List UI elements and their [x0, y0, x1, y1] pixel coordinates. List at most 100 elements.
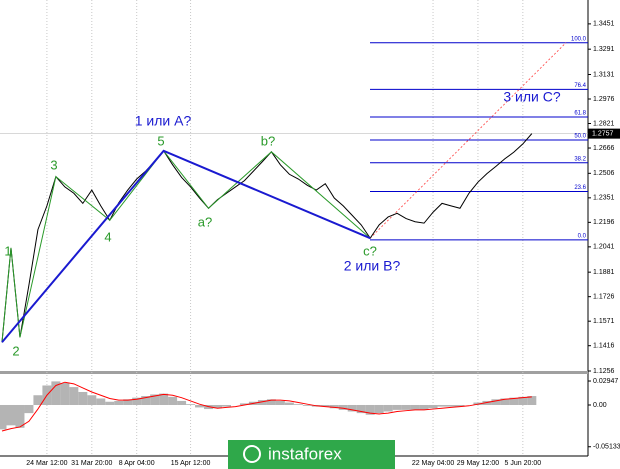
x-tick-label: 8 Apr 04:00 [119, 460, 155, 467]
histogram-bar [410, 404, 420, 410]
y-tick-label: 1.2351 [593, 195, 615, 202]
y-tick-label: 1.3131 [593, 71, 615, 78]
fib-label: 50.0 [574, 134, 586, 140]
histogram-bar [293, 404, 303, 405]
histogram-bar [401, 404, 411, 410]
y-tick-label: 1.3451 [593, 21, 615, 28]
histogram-bar [114, 400, 124, 405]
osc-tick-label: 0.00 [593, 402, 607, 409]
histogram-bar [347, 404, 357, 412]
fib-label: 76.4 [574, 83, 586, 89]
histogram-bar [527, 396, 537, 405]
histogram-bar [329, 404, 339, 409]
histogram-bar [428, 404, 438, 409]
x-tick-label: 24 Mar 12:00 [26, 460, 67, 467]
wave-label: 2 [12, 343, 19, 358]
histogram-bar [392, 404, 402, 410]
signal-line [1, 381, 532, 432]
histogram-bar [446, 404, 456, 407]
histogram-bar [213, 404, 223, 409]
histogram-bar [320, 404, 330, 407]
wave-label: 3 [50, 157, 57, 172]
watermark-bg [228, 440, 395, 469]
histogram-bar [365, 404, 375, 415]
histogram-bar [15, 404, 25, 428]
histogram-bar [177, 400, 187, 405]
fib-label: 0.0 [578, 233, 587, 239]
y-tick-label: 1.1571 [593, 318, 615, 325]
histogram-bar [96, 398, 106, 405]
y-tick-label: 1.3291 [593, 46, 615, 53]
histogram-bar [6, 404, 16, 426]
major-waves [1, 149, 371, 343]
histogram-bar [275, 400, 285, 405]
histogram-bar [356, 404, 366, 414]
wave-label: 1 [4, 243, 11, 258]
histogram-bar [437, 404, 447, 407]
x-tick-label: 29 May 12:00 [457, 460, 500, 467]
histogram-bar [33, 395, 43, 405]
wave-label: 3 или C? [503, 89, 560, 105]
histogram-bar [123, 399, 133, 405]
histogram-bar [105, 401, 115, 405]
y-tick-label: 1.1256 [593, 368, 615, 375]
x-tick-label: 5 Jun 20:00 [505, 460, 542, 467]
x-tick-label: 31 Mar 20:00 [71, 460, 112, 467]
fib-label: 61.8 [574, 111, 586, 117]
histogram-bar [51, 381, 61, 405]
histogram-bar [150, 394, 160, 405]
watermark: instaforex [268, 444, 342, 463]
current-price-box [588, 128, 620, 139]
histogram-bar [338, 404, 348, 410]
wave-label: a? [198, 214, 212, 229]
wave-label: b? [261, 133, 275, 148]
x-tick-label: 22 May 04:00 [412, 460, 455, 467]
pane-separator [0, 371, 588, 374]
histogram-bar [518, 396, 528, 405]
y-tick-label: 1.1881 [593, 269, 615, 276]
histogram-bar [168, 396, 178, 405]
histogram-bar [509, 397, 519, 405]
histogram-bar [24, 404, 34, 414]
histogram-bar [141, 396, 151, 405]
fib-label: 100.0 [571, 36, 587, 42]
histogram-bar [78, 391, 88, 405]
histogram-bar [266, 399, 276, 405]
histogram-bar [419, 404, 429, 410]
y-tick-label: 1.2976 [593, 96, 615, 103]
histogram-bar [239, 403, 249, 405]
histogram-bar [69, 387, 79, 405]
osc-tick-label: -0.05133 [593, 444, 620, 451]
histogram-bar [374, 404, 384, 414]
histogram-bar [383, 404, 393, 412]
histogram-bar [257, 400, 267, 405]
histogram-bar [455, 404, 465, 407]
wave-label: 5 [157, 133, 164, 148]
minor-waves [1, 150, 371, 343]
histogram-bar [491, 399, 501, 405]
histogram-bar [284, 402, 294, 405]
fib-label: 23.6 [574, 185, 586, 191]
wave-label: 2 или B? [344, 258, 401, 274]
wave-label: c? [363, 243, 377, 258]
histogram-bar [0, 404, 7, 430]
y-tick-label: 1.1726 [593, 294, 615, 301]
osc-tick-label: 0.02947 [593, 378, 618, 385]
histogram-bar [500, 398, 510, 405]
histogram-bar [222, 404, 231, 407]
wave-label: 4 [104, 229, 111, 244]
wave-label: 1 или A? [135, 113, 192, 129]
histogram-bar [159, 393, 169, 405]
histogram-bar [195, 404, 205, 408]
watermark-logo [243, 445, 261, 463]
y-tick-label: 1.1416 [593, 343, 615, 350]
x-tick-label: 15 Apr 12:00 [171, 460, 211, 467]
y-tick-label: 1.2041 [593, 244, 615, 251]
y-tick-label: 1.2196 [593, 219, 615, 226]
histogram-bar [132, 397, 142, 405]
histogram-bar [60, 383, 70, 405]
histogram-bar [302, 404, 312, 406]
histogram-bar [186, 404, 196, 405]
